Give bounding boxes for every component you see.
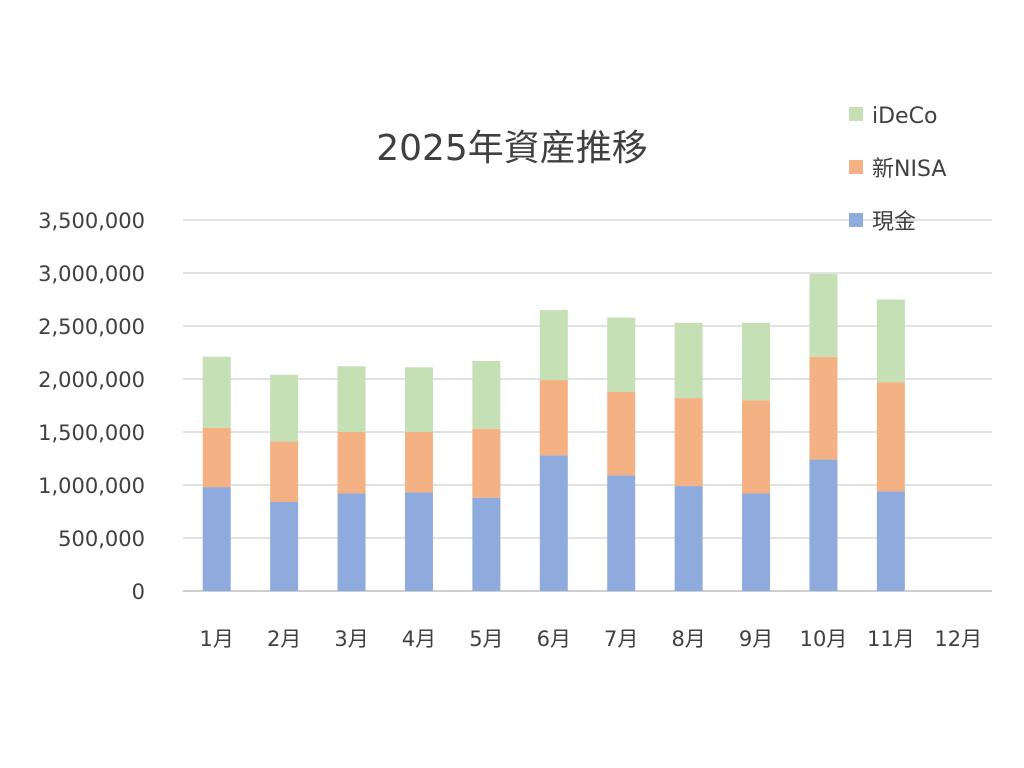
bar-segment-nisa bbox=[674, 398, 703, 487]
x-tick-label: 3月 bbox=[334, 627, 368, 651]
bar-segment-nisa bbox=[876, 382, 905, 492]
bar-segment-nisa bbox=[809, 356, 838, 460]
legend-swatch bbox=[849, 107, 863, 121]
chart-title: 2025年資産推移 bbox=[376, 128, 648, 169]
y-tick-label: 1,500,000 bbox=[38, 421, 145, 445]
bar-segment-ideco bbox=[539, 310, 568, 381]
bar-segment-nisa bbox=[607, 391, 636, 476]
bar-segment-cash bbox=[472, 497, 501, 591]
x-tick-label: 7月 bbox=[604, 627, 638, 651]
bar-segment-cash bbox=[539, 455, 568, 591]
y-tick-label: 500,000 bbox=[58, 527, 145, 551]
bar-segment-cash bbox=[404, 492, 433, 591]
legend-label: 新NISA bbox=[872, 157, 946, 182]
y-tick-label: 2,500,000 bbox=[38, 315, 145, 339]
bar-segment-ideco bbox=[472, 360, 501, 429]
bar-segment-cash bbox=[876, 491, 905, 591]
bar-segment-cash bbox=[742, 493, 771, 591]
y-tick-label: 0 bbox=[132, 580, 145, 604]
bar-segment-ideco bbox=[404, 367, 433, 432]
x-tick-label: 6月 bbox=[537, 627, 571, 651]
y-tick-label: 2,000,000 bbox=[38, 368, 145, 392]
bar-segment-ideco bbox=[742, 322, 771, 401]
bar-segment-nisa bbox=[472, 428, 501, 498]
x-tick-label: 8月 bbox=[671, 627, 705, 651]
bar-segment-nisa bbox=[202, 427, 231, 488]
x-tick-label: 11月 bbox=[867, 627, 915, 651]
bar-segment-nisa bbox=[539, 380, 568, 456]
x-tick-label: 10月 bbox=[800, 627, 848, 651]
bar-segment-nisa bbox=[404, 432, 433, 493]
x-tick-label: 4月 bbox=[402, 627, 436, 651]
bar-segment-cash bbox=[202, 487, 231, 591]
bar-segment-ideco bbox=[607, 317, 636, 392]
bar-segment-cash bbox=[674, 486, 703, 591]
x-tick-label: 2月 bbox=[267, 627, 301, 651]
bar-segment-ideco bbox=[202, 356, 231, 428]
legend-swatch bbox=[849, 160, 863, 174]
bar-segment-cash bbox=[337, 493, 366, 591]
bar-segment-nisa bbox=[337, 432, 366, 494]
legend-label: iDeCo bbox=[872, 104, 937, 129]
y-tick-label: 1,000,000 bbox=[38, 474, 145, 498]
bar-segment-cash bbox=[809, 459, 838, 591]
legend-label: 現金 bbox=[872, 210, 916, 235]
y-tick-label: 3,000,000 bbox=[38, 262, 145, 286]
bar-segment-cash bbox=[607, 475, 636, 591]
x-tick-label: 5月 bbox=[469, 627, 503, 651]
bar-segment-cash bbox=[270, 501, 299, 591]
legend-swatch bbox=[849, 213, 863, 227]
bar-segment-nisa bbox=[270, 441, 299, 502]
bar-segment-nisa bbox=[742, 400, 771, 494]
x-tick-label: 12月 bbox=[934, 627, 982, 651]
bar-segment-ideco bbox=[270, 374, 299, 442]
bar-segment-ideco bbox=[809, 274, 838, 357]
x-tick-label: 9月 bbox=[739, 627, 773, 651]
y-tick-label: 3,500,000 bbox=[38, 209, 145, 233]
bar-segment-ideco bbox=[337, 366, 366, 432]
bar-segment-ideco bbox=[674, 322, 703, 399]
bar-segment-ideco bbox=[876, 299, 905, 383]
x-tick-label: 1月 bbox=[200, 627, 234, 651]
